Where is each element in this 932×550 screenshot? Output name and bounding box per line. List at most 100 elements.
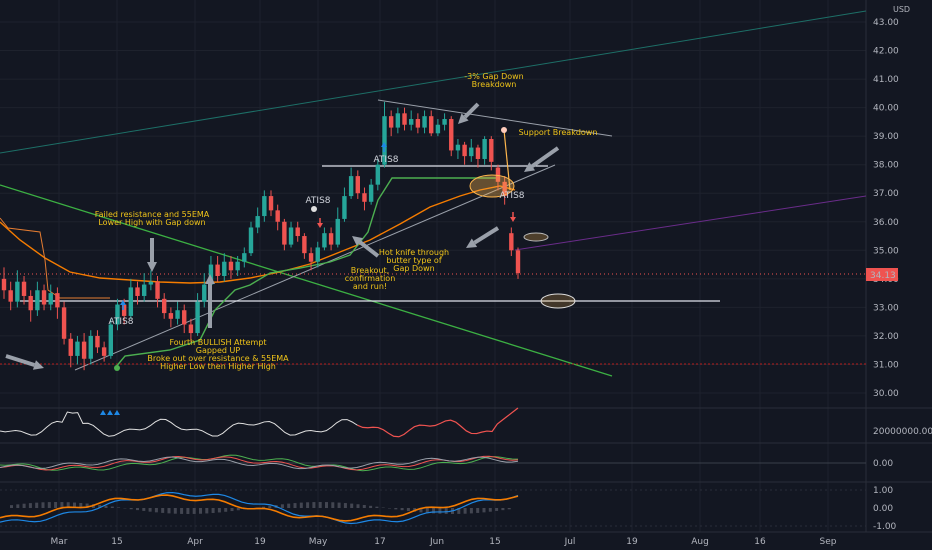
osc-bar [173,508,177,514]
arrow-shaft [358,240,380,258]
osc-tick-label: 0.00 [873,504,893,514]
osc-bar [331,502,335,508]
highlight-ellipse [523,232,549,242]
price-tick-label: 40.00 [873,104,899,114]
signal-line [114,177,500,369]
candle-body [28,295,33,311]
candle-body [502,181,507,197]
osc-bar [16,504,20,508]
osc-bar [438,508,442,514]
candle-body [175,310,180,319]
arrow-shaft [473,226,500,245]
arrow-head [458,113,469,124]
osc-bar [495,508,499,511]
marker-dot [311,206,317,212]
candle-body [408,119,414,125]
candle-body [469,147,474,157]
osc-bar [268,505,272,508]
price-tick-label: 39.00 [873,132,899,142]
osc-bar [136,508,139,511]
price-tick-label: 38.00 [873,161,899,171]
candle-body [222,261,227,276]
candle-body [375,164,381,185]
candles [1,101,521,371]
candle-body [475,147,481,159]
pane1-marker [114,410,120,415]
price-tick-label: 30.00 [873,389,899,399]
price-tick-label: 43.00 [873,18,899,28]
downtrend-line [0,184,613,377]
osc-bar [41,502,45,508]
osc-bar [457,508,461,514]
annotation-text: -3% Gap Down Breakdown [464,72,524,89]
macd-signal [0,455,519,471]
osc-bar [98,504,102,508]
candle-body [81,341,87,359]
osc-bar [161,508,165,513]
time-tick-label: Mar [51,537,68,547]
osc-bar [343,503,347,508]
osc-bar [356,504,360,508]
candle-body [315,247,320,262]
osc-bar [469,508,473,514]
arrow-shaft [463,102,480,119]
osc-bar [507,508,511,510]
osc-bar [501,508,505,511]
osc-bar [287,503,291,508]
osc-bar [148,508,152,512]
signal-label: ATIS8 [499,191,524,201]
price-tick-label: 42.00 [873,47,899,57]
osc-bar [293,503,297,508]
candle-body [322,233,327,248]
arrow-shaft [531,146,560,168]
currency-label: USD [893,5,910,14]
candle-body [362,193,367,202]
candle-body [128,287,134,316]
candle-body [95,335,100,348]
marker-dot [501,127,507,133]
pane1-marker [107,410,113,415]
candle-body [402,113,407,125]
osc-bar [318,502,322,508]
signal-arrow-head [317,223,323,228]
candle-body [495,167,501,182]
time-tick-label: 16 [754,537,766,547]
osc-bar [312,502,316,508]
time-tick-label: Jun [429,537,444,547]
time-tick-label: 15 [489,537,500,547]
candle-body [68,338,73,356]
purple-line [514,195,867,251]
candle-body [348,176,354,197]
candle-body [442,119,447,125]
candle-body [48,293,53,305]
candle-body [162,298,167,314]
time-tick-label: Jul [564,537,576,547]
osc-bar [35,502,39,508]
time-tick-label: May [309,537,328,547]
osc-tick-label: -1.00 [873,522,897,532]
osc-bar [419,508,423,513]
time-tick-label: 15 [111,537,122,547]
osc-bar [394,508,398,510]
price-tick-label: 35.00 [873,246,899,256]
osc-bar [425,508,429,513]
indicator-panes: 20000000.00 0.00 1.00 0.00 -1.00 [0,407,932,532]
osc-bar [167,508,171,514]
candle-body [135,287,140,296]
annotation-overlay: ATIS8 ATIS8 ATIS8 ATIS8 [5,102,576,371]
osc-bar [230,508,234,512]
candle-body [395,113,401,128]
candle-body [75,341,80,356]
osc-bar [180,508,184,514]
signal-arrow-head [120,300,126,305]
candle-body [388,116,394,128]
osc-bar [350,503,354,508]
osc-bar [60,502,64,508]
candle-body [255,216,260,228]
annotation-text: Hot knife through butter type of Gap Down [379,248,449,273]
candle-body [228,261,234,271]
marker-line [503,129,511,191]
osc-bar [400,508,404,511]
